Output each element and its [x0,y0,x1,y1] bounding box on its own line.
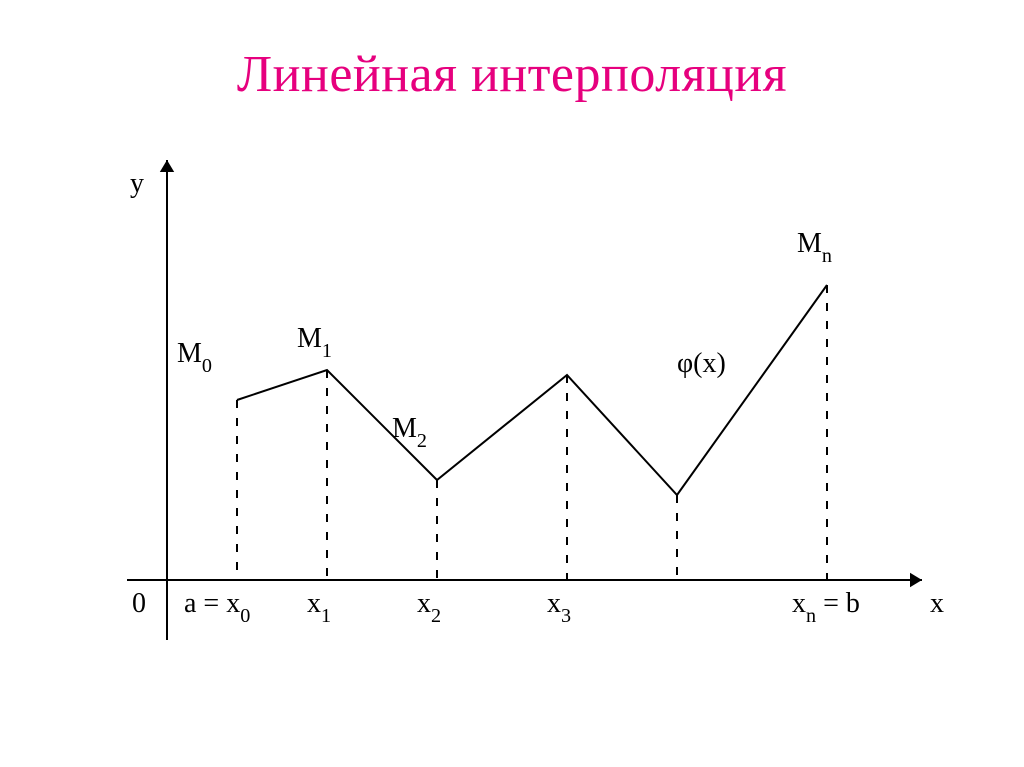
label-xn-sub: n [806,605,816,627]
label-x2: x2 [417,590,441,623]
label-x1: x1 [307,590,331,623]
label-x3-sub: 3 [561,605,571,627]
label-M0: M0 [177,340,212,373]
label-x2-sub: 2 [431,605,441,627]
label-origin: 0 [132,590,146,618]
label-Mn-main: M [797,228,822,259]
interpolation-polyline [237,285,827,495]
label-y-axis: y [130,170,144,198]
label-M1-sub: 1 [322,340,332,362]
label-x0-sub: 0 [240,605,250,627]
label-x1-sub: 1 [321,605,331,627]
label-x-axis: x [930,590,944,618]
label-M1: M1 [297,325,332,358]
y-axis-arrow [160,160,174,172]
label-M0-sub: 0 [202,355,212,377]
label-M1-main: M [297,323,322,354]
label-M2-sub: 2 [417,430,427,452]
page-title: Линейная интерполяция [0,45,1024,104]
label-x3-main: x [547,588,561,619]
x-axis [127,573,922,587]
label-M2-main: M [392,413,417,444]
diagram-canvas: y x 0 a = x0 x1 x2 x3 xn = b M0 M1 M2 Mn… [72,140,952,700]
label-x0-main: a = x [184,588,240,619]
label-x2-main: x [417,588,431,619]
label-phi: φ(x) [677,350,726,378]
label-Mn: Mn [797,230,832,263]
label-xn-tail: = b [816,588,860,619]
y-axis [160,160,174,640]
label-M2: M2 [392,415,427,448]
label-Mn-sub: n [822,245,832,267]
x-axis-arrow [910,573,922,587]
label-M0-main: M [177,338,202,369]
label-x1-main: x [307,588,321,619]
label-xn: xn = b [792,590,860,623]
label-x3: x3 [547,590,571,623]
label-x0: a = x0 [184,590,250,623]
label-xn-main: x [792,588,806,619]
